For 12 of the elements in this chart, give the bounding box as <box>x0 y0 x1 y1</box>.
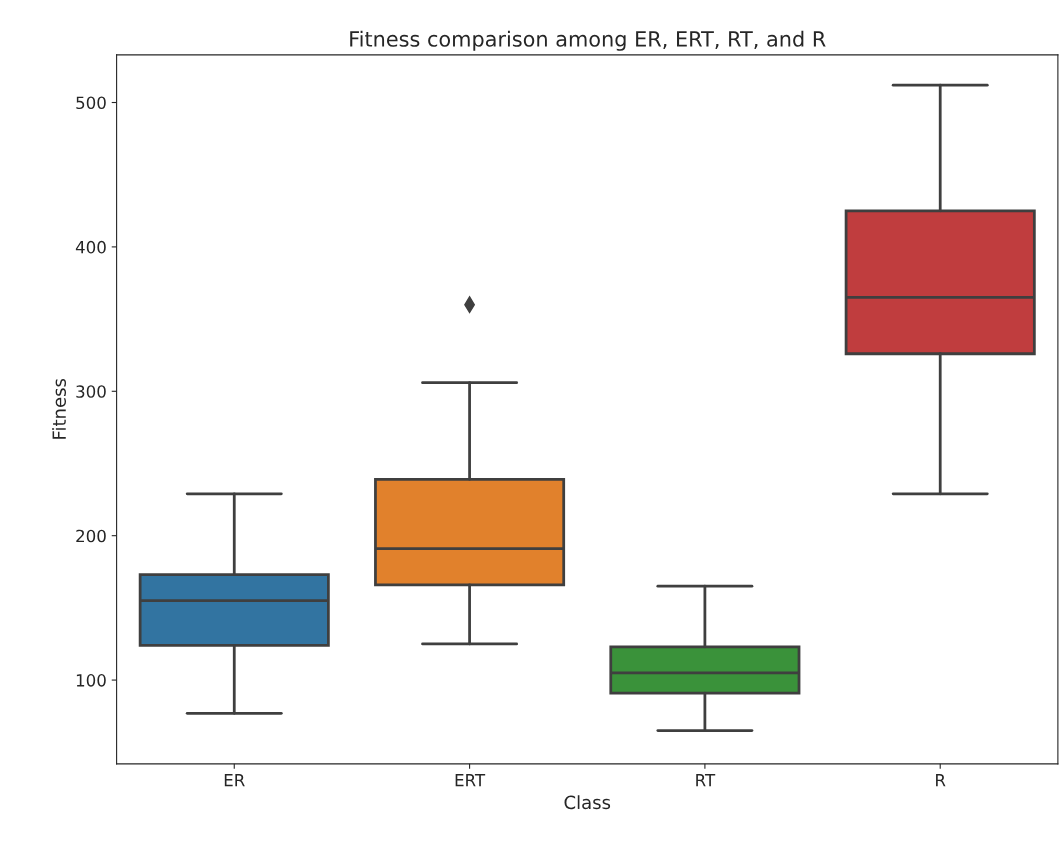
y-tick-label: 400 <box>75 240 106 254</box>
x-axis-title: Class <box>564 795 611 810</box>
x-tick-label: RT <box>696 774 716 787</box>
y-tick-label: 200 <box>76 529 106 543</box>
x-tick-label: ER <box>224 774 245 787</box>
y-axis-title: Fitness <box>52 378 67 439</box>
x-tick-label: ERT <box>455 774 486 787</box>
y-tick-label: 500 <box>76 96 106 110</box>
y-tick-label: 300 <box>76 385 106 398</box>
chart-title: Fitness comparison among ER, ERT, RT, and R <box>350 30 826 51</box>
y-tick-label: 100 <box>76 674 106 687</box>
x-tick-label: R <box>936 774 946 787</box>
